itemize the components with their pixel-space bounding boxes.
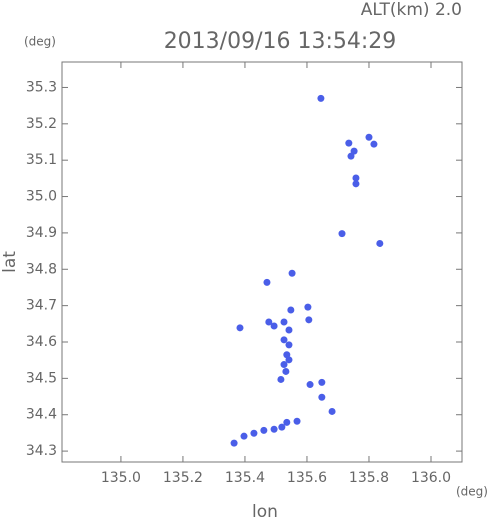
echo-point [352,174,360,182]
y-unit: (deg) [24,35,56,49]
echo-point [250,429,258,437]
echo-point [318,378,326,386]
y-tick-label: 35.0 [26,189,57,205]
echo-point [352,180,360,188]
echo-point [285,356,293,364]
x-unit: (deg) [456,485,488,499]
echo-point [304,303,312,311]
y-tick-label: 35.3 [26,79,57,95]
echo-point [370,140,378,148]
echo-point [265,318,273,326]
x-axis-label: lon [252,502,278,521]
echo-point [347,152,355,160]
echo-point [285,341,293,349]
echo-point [338,230,346,238]
echo-point [293,417,301,425]
echo-point [317,94,325,102]
y-tick-label: 34.4 [26,407,57,423]
echo-point [305,316,313,324]
x-tick-label: 135.8 [349,470,389,486]
echo-point [263,278,271,286]
echo-point [283,418,291,426]
y-tick-label: 34.5 [26,370,57,386]
echo-point [282,367,290,375]
x-tick-label: 135.4 [225,470,265,486]
echo-point [280,336,288,344]
echo-point [230,439,238,447]
echo-point [328,407,336,415]
echo-point [306,381,314,389]
y-tick-label: 34.6 [26,334,57,350]
echo-point [260,426,268,434]
echo-point [270,322,278,330]
echo-point [350,147,358,155]
echo-point [240,432,248,440]
y-tick-label: 34.3 [26,443,57,459]
echo-point [288,269,296,277]
x-tick-label: 135.0 [101,470,141,486]
echo-point [280,318,288,326]
y-tick-label: 34.9 [26,225,57,241]
chart-title: 2013/09/16 13:54:29 [164,29,397,54]
echo-point [318,393,326,401]
y-axis-label: lat [0,251,20,273]
x-tick-label: 136.0 [411,470,451,486]
echo-point [365,133,373,141]
echo-point [376,239,384,247]
y-tick-label: 34.7 [26,298,57,314]
y-tick-label: 35.1 [26,152,57,168]
echo-point [280,361,288,369]
chart-subtitle: ALT(km) 2.0 [361,0,462,20]
echo-point [236,324,244,332]
y-tick-label: 35.2 [26,116,57,132]
plot-frame [61,61,463,463]
x-tick-label: 135.6 [287,470,327,486]
echo-point [345,139,353,147]
echo-point [278,423,286,431]
echo-point [285,326,293,334]
echo-point [270,425,278,433]
echo-point [277,375,285,383]
echo-point [287,306,295,314]
x-tick-label: 135.2 [163,470,203,486]
y-tick-label: 34.8 [26,261,57,277]
